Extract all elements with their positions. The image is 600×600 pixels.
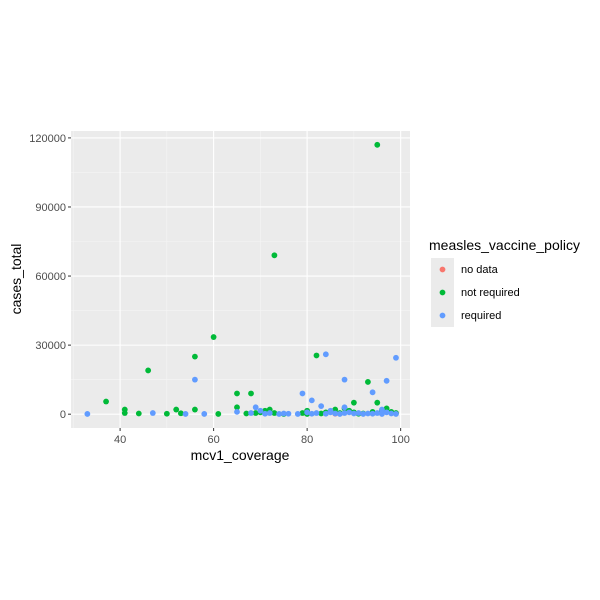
data-point — [201, 411, 208, 417]
data-point — [192, 406, 198, 413]
x-tick-label: 60 — [207, 434, 219, 446]
data-point — [280, 410, 287, 417]
data-point — [248, 410, 254, 416]
data-point — [248, 390, 254, 397]
x-tick-label: 80 — [301, 434, 313, 446]
y-tick-label: 30000 — [35, 340, 66, 352]
data-point — [332, 410, 339, 417]
plot-panel — [71, 131, 410, 428]
data-point — [215, 411, 222, 417]
data-point — [182, 411, 189, 417]
data-point — [271, 410, 278, 416]
data-point — [234, 408, 240, 415]
data-point — [173, 406, 180, 413]
data-point — [285, 410, 292, 417]
data-point — [388, 410, 395, 417]
data-point — [163, 410, 170, 417]
data-point — [322, 351, 329, 358]
data-point — [393, 411, 399, 417]
data-point — [210, 334, 217, 340]
legend-marker — [439, 289, 446, 296]
legend: measles_vaccine_policy no data not requir… — [429, 237, 580, 327]
data-point — [299, 390, 306, 397]
data-point — [318, 403, 325, 410]
data-point — [271, 252, 278, 259]
data-point — [393, 354, 399, 361]
x-axis-ticks: 40 60 80 100 — [114, 428, 410, 446]
data-point — [266, 410, 273, 416]
legend-title: measles_vaccine_policy — [429, 237, 580, 253]
legend-marker — [439, 312, 446, 319]
data-point — [383, 377, 390, 384]
data-point — [308, 397, 315, 404]
y-tick-label: 90000 — [35, 202, 66, 214]
data-point — [294, 411, 301, 417]
data-point — [365, 379, 371, 385]
data-point — [149, 410, 156, 416]
data-point — [252, 404, 259, 411]
y-tick-label: 60000 — [35, 271, 66, 283]
data-point — [369, 389, 376, 396]
data-point — [341, 376, 348, 383]
data-point — [369, 410, 376, 417]
x-tick-label: 40 — [114, 434, 126, 446]
data-point — [252, 410, 259, 416]
data-point — [379, 406, 385, 413]
data-point — [103, 398, 109, 405]
data-point — [379, 411, 385, 417]
data-point — [145, 367, 152, 374]
x-tick-label: 100 — [391, 434, 409, 446]
data-point — [304, 409, 311, 416]
data-point — [346, 409, 353, 416]
data-point — [374, 141, 381, 148]
data-point — [383, 409, 390, 416]
data-point — [360, 411, 367, 417]
data-point — [322, 410, 329, 417]
legend-label: not required — [461, 287, 520, 299]
data-point — [243, 410, 250, 417]
data-point — [308, 410, 315, 417]
y-axis-title: cases_total — [8, 244, 24, 315]
data-point — [365, 410, 371, 417]
y-axis-ticks: 0 30000 60000 90000 120000 — [29, 133, 71, 421]
data-point — [350, 399, 357, 406]
data-point — [374, 410, 381, 416]
data-point — [192, 353, 198, 360]
data-point — [313, 352, 320, 359]
data-point — [374, 399, 381, 406]
data-point — [192, 376, 198, 383]
data-point — [262, 410, 268, 417]
data-point — [234, 404, 240, 411]
legend-marker — [439, 266, 446, 273]
data-point — [84, 411, 91, 417]
data-point — [121, 410, 128, 416]
legend-label: no data — [461, 264, 499, 276]
data-point — [327, 407, 334, 414]
data-point — [135, 410, 142, 417]
grid-minor — [71, 131, 410, 428]
data-points — [84, 141, 399, 417]
data-point — [299, 410, 306, 416]
legend-label: required — [461, 310, 501, 322]
data-point — [177, 410, 184, 417]
data-point — [234, 390, 240, 397]
data-point — [341, 404, 348, 411]
data-point — [257, 407, 264, 414]
data-point — [318, 410, 325, 417]
data-point — [336, 411, 343, 417]
y-tick-label: 120000 — [29, 133, 66, 145]
data-point — [276, 411, 282, 417]
data-point — [341, 410, 348, 416]
data-point — [350, 410, 357, 417]
x-axis-title: mcv1_coverage — [191, 447, 290, 463]
data-point — [355, 410, 362, 416]
data-point — [313, 410, 320, 416]
y-tick-label: 0 — [60, 409, 66, 421]
